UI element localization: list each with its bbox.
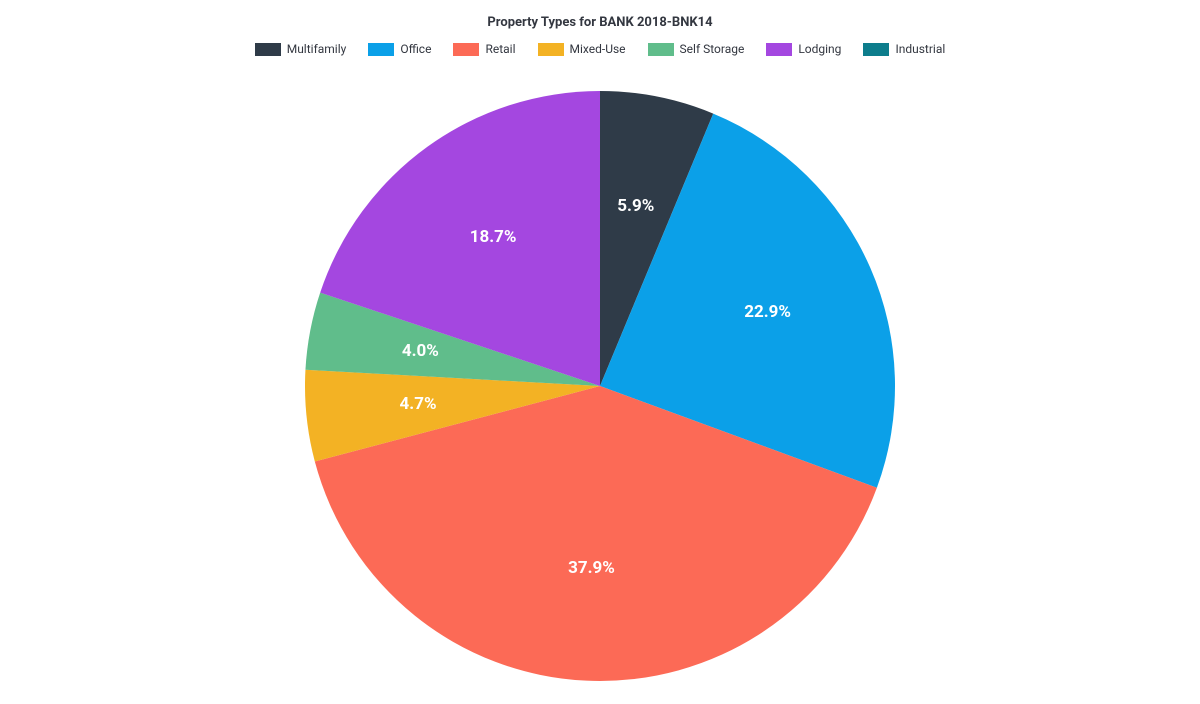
- slice-percent-label: 4.7%: [400, 394, 437, 414]
- legend-label: Lodging: [798, 42, 841, 56]
- legend-item[interactable]: Lodging: [766, 42, 841, 56]
- legend-swatch: [766, 43, 792, 56]
- slice-percent-label: 37.9%: [568, 558, 615, 578]
- legend-swatch: [368, 43, 394, 56]
- legend-label: Self Storage: [680, 42, 745, 56]
- legend-swatch: [648, 43, 674, 56]
- chart-title: Property Types for BANK 2018-BNK14: [0, 15, 1200, 30]
- legend-item[interactable]: Industrial: [863, 42, 945, 56]
- slice-percent-label: 22.9%: [744, 302, 791, 322]
- slice-percent-label: 18.7%: [470, 227, 517, 247]
- legend-label: Industrial: [895, 42, 945, 56]
- legend-item[interactable]: Mixed-Use: [538, 42, 626, 56]
- slice-percent-label: 4.0%: [402, 341, 439, 361]
- chart-legend: Multifamily Office Retail Mixed-Use Self Sto…: [0, 42, 1200, 56]
- legend-swatch: [453, 43, 479, 56]
- legend-swatch: [538, 43, 564, 56]
- legend-label: Multifamily: [287, 42, 347, 56]
- slice-percent-label: 5.9%: [617, 196, 654, 216]
- legend-item[interactable]: Multifamily: [255, 42, 347, 56]
- legend-label: Office: [400, 42, 431, 56]
- legend-label: Mixed-Use: [570, 42, 626, 56]
- legend-item[interactable]: Self Storage: [648, 42, 745, 56]
- legend-swatch: [255, 43, 281, 56]
- legend-item[interactable]: Office: [368, 42, 431, 56]
- legend-item[interactable]: Retail: [453, 42, 515, 56]
- pie-chart: 5.9% 22.9% 37.9% 4.7% 4.0% 18.7%: [0, 72, 1200, 700]
- legend-label: Retail: [485, 42, 515, 56]
- legend-swatch: [863, 43, 889, 56]
